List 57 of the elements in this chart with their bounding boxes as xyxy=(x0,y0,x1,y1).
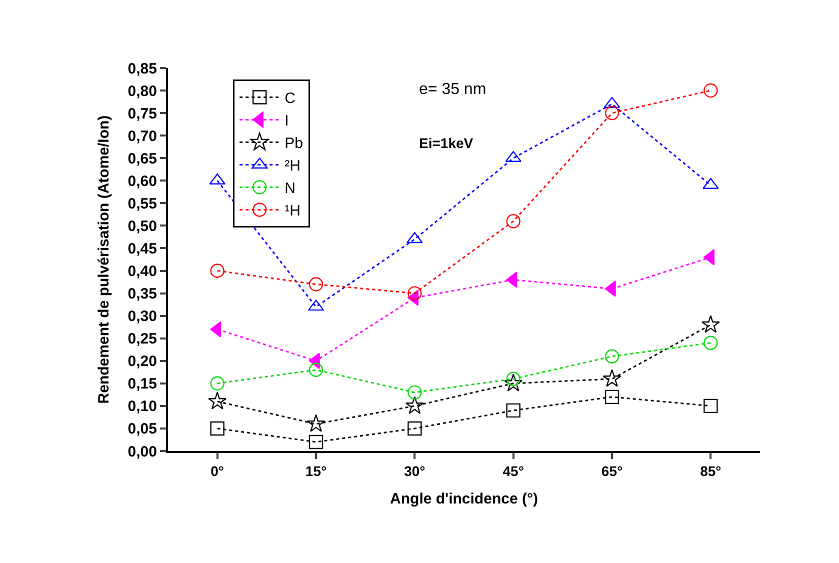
y-tick-label: 0,25 xyxy=(128,330,157,348)
point xyxy=(308,362,324,377)
point xyxy=(405,396,424,414)
legend-label: ¹H xyxy=(284,202,300,220)
point xyxy=(210,421,224,436)
point xyxy=(506,403,520,418)
y-tick-label: 0,40 xyxy=(128,263,157,280)
x-tick-label: 30° xyxy=(404,462,426,479)
point xyxy=(210,376,224,391)
y-tick-label: 0,85 xyxy=(128,60,157,78)
point xyxy=(604,349,620,364)
point xyxy=(308,434,324,450)
point xyxy=(504,374,523,392)
point xyxy=(306,414,326,432)
y-tick-label: 0,20 xyxy=(128,353,157,370)
legend-label: N xyxy=(284,180,296,198)
x-tick-label: 65° xyxy=(601,462,623,479)
point xyxy=(408,421,422,436)
y-tick-label: 0,30 xyxy=(128,308,157,326)
point xyxy=(704,336,718,350)
point xyxy=(604,106,620,120)
legend-label: C xyxy=(284,90,296,108)
point xyxy=(506,214,520,228)
x-tick-label: 0° xyxy=(210,462,224,479)
y-tick-label: 0,80 xyxy=(128,82,157,100)
point xyxy=(308,277,324,292)
y-axis-title: Rendement de pulvérisation (Atome/Ion) xyxy=(96,115,113,404)
x-tick-label: 45° xyxy=(502,462,524,479)
annotation: Ei=1keV xyxy=(419,135,474,151)
x-tick-label: 85° xyxy=(700,462,722,479)
x-axis-title: Angle d'incidence (°) xyxy=(390,490,538,508)
y-tick-label: 0,70 xyxy=(128,128,157,145)
point xyxy=(602,369,622,387)
legend-label: I xyxy=(284,112,289,130)
annotation: e= 35 nm xyxy=(419,81,486,98)
point xyxy=(704,83,718,98)
y-tick-label: 0,75 xyxy=(128,105,157,122)
point xyxy=(704,398,718,414)
y-tick-label: 0,50 xyxy=(128,218,157,235)
point xyxy=(408,286,422,300)
legend-label: Pb xyxy=(284,135,303,152)
point xyxy=(701,315,720,333)
y-tick-label: 0,60 xyxy=(128,172,157,190)
y-tick-label: 0,35 xyxy=(128,286,157,303)
point xyxy=(210,264,224,278)
y-tick-label: 0,55 xyxy=(128,195,157,212)
y-tick-label: 0,15 xyxy=(128,376,157,393)
y-tick-label: 0,65 xyxy=(128,150,157,168)
x-tick-label: 15° xyxy=(305,462,327,479)
point xyxy=(604,390,620,404)
legend-label: ²H xyxy=(284,158,300,175)
y-tick-label: 0,05 xyxy=(128,420,157,438)
y-tick-label: 0,00 xyxy=(128,443,157,460)
y-tick-label: 0,10 xyxy=(128,398,157,416)
y-tick-label: 0,45 xyxy=(128,240,157,258)
point xyxy=(408,385,422,400)
point xyxy=(208,392,227,410)
